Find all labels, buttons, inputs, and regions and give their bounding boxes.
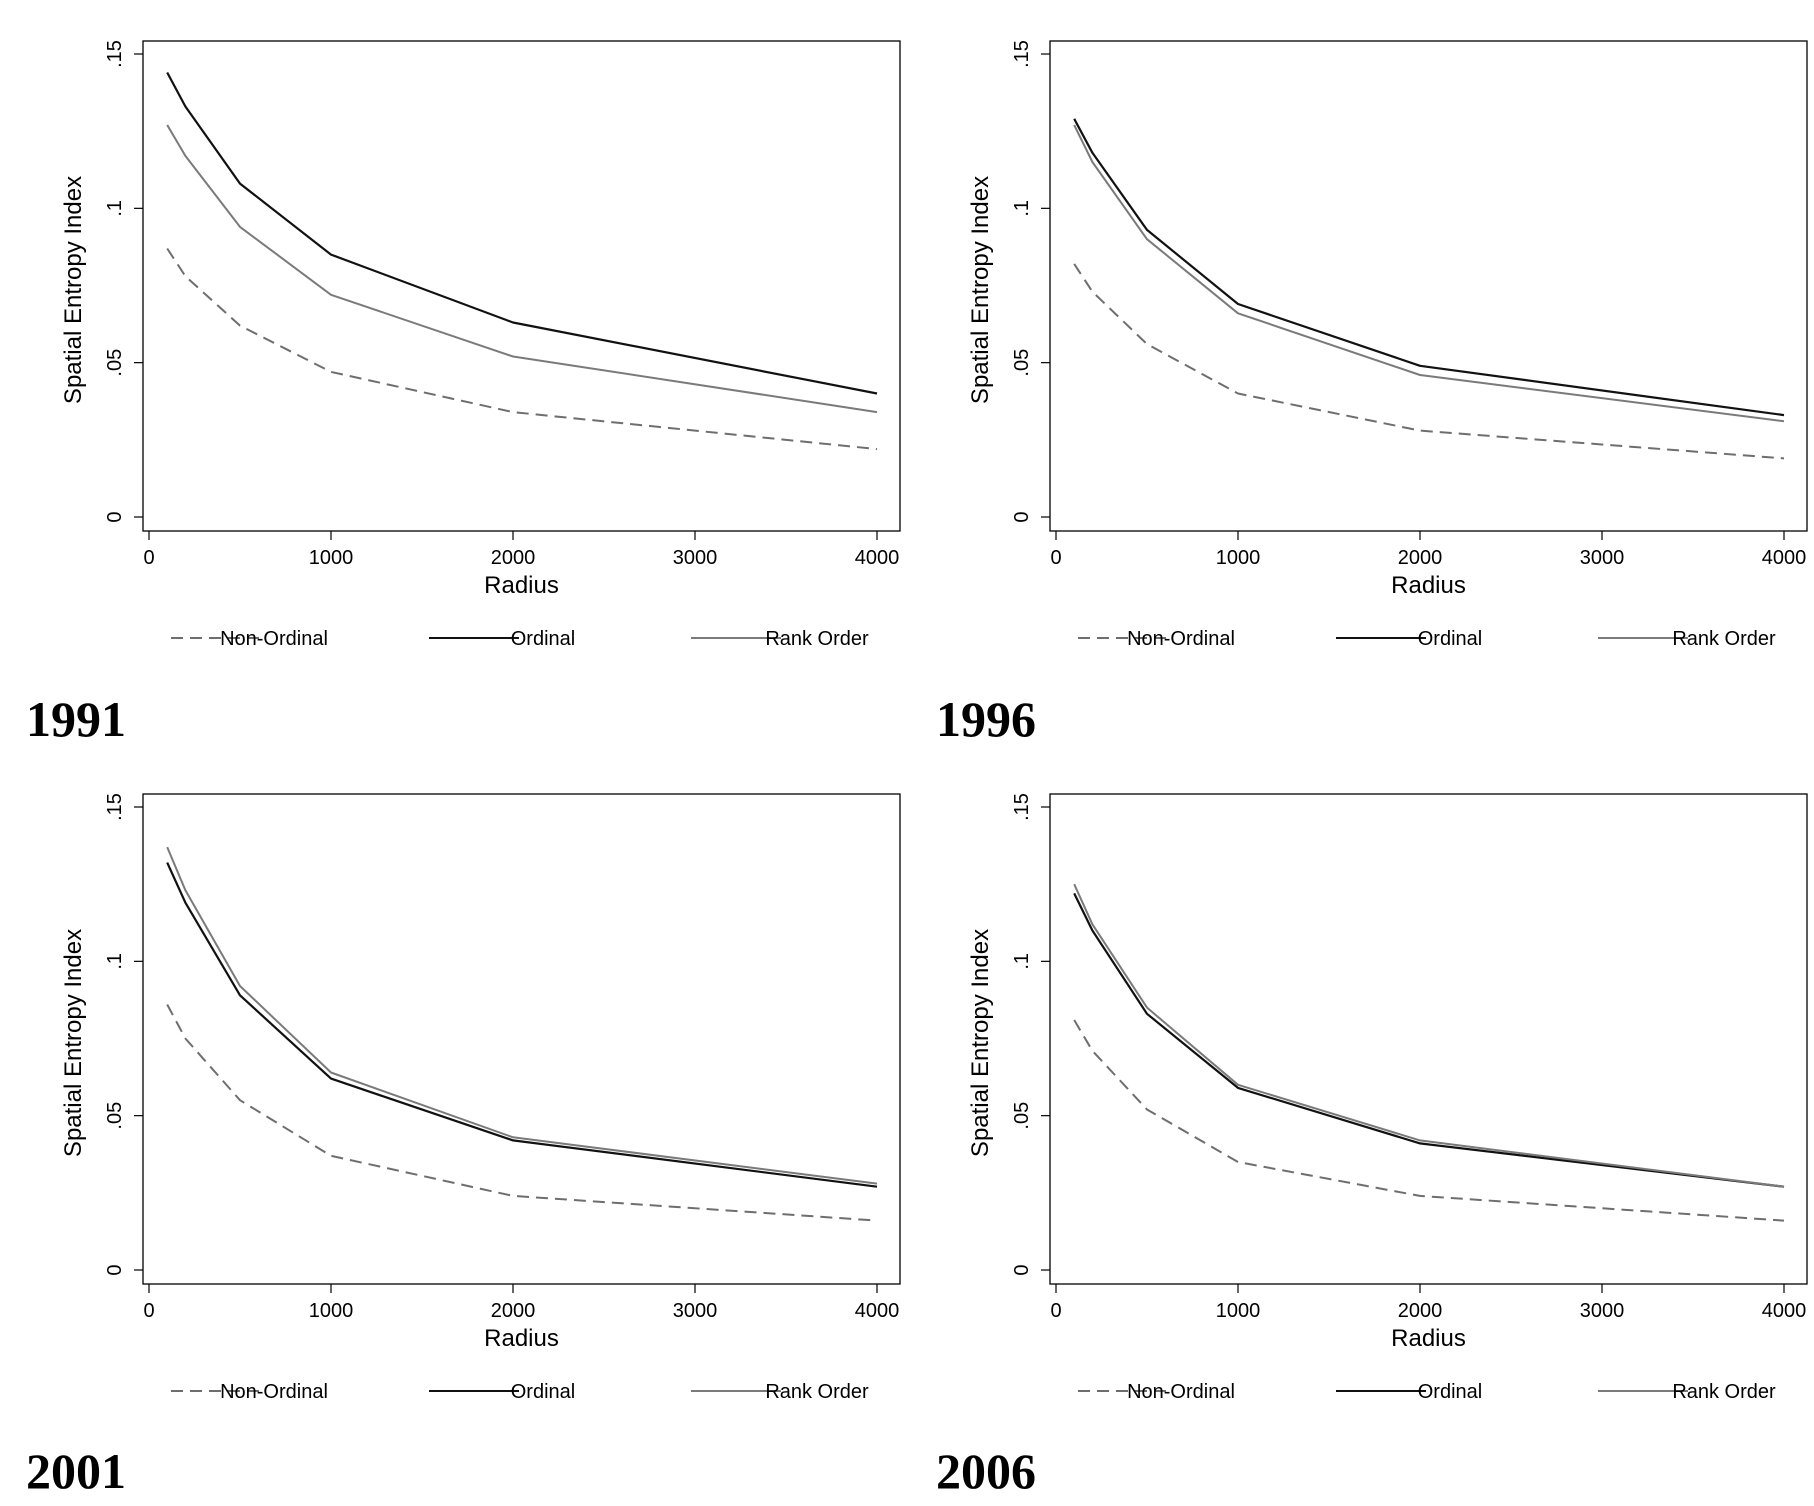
- series-line-rank-order: [166, 846, 878, 1185]
- x-axis-label: Radius: [484, 1325, 559, 1352]
- x-tick-label: 2000: [1398, 1300, 1443, 1322]
- legend-label: Ordinal: [1418, 1381, 1482, 1403]
- x-tick-label: 1000: [1216, 1300, 1261, 1322]
- legend-label: Rank Order: [1672, 1381, 1776, 1403]
- x-axis-label: Radius: [484, 572, 559, 599]
- y-tick-label: .15: [104, 793, 126, 821]
- y-tick-label: .05: [104, 1102, 126, 1130]
- year-label: 1991: [26, 691, 126, 747]
- y-tick-label: .05: [1011, 349, 1033, 377]
- y-tick-label: .1: [1011, 953, 1033, 970]
- x-tick-label: 3000: [673, 547, 718, 569]
- y-axis-label: Spatial Entropy Index: [60, 929, 87, 1157]
- legend-label: Non-Ordinal: [220, 628, 328, 650]
- x-tick-label: 3000: [1580, 547, 1625, 569]
- plot-frame: [1049, 793, 1808, 1285]
- series-line-ordinal: [1073, 118, 1785, 417]
- y-tick-label: .15: [104, 40, 126, 68]
- x-tick-label: 0: [143, 1300, 154, 1322]
- line-chart: 0 1000 2000 3000 4000 Radius 0 .05 .1 .15 Spatial …: [60, 40, 901, 650]
- x-tick-label: 0: [1050, 547, 1061, 569]
- x-tick-label: 2000: [491, 1300, 536, 1322]
- legend-label: Non-Ordinal: [1127, 1381, 1235, 1403]
- x-axis-label: Radius: [1391, 1325, 1466, 1352]
- x-tick-label: 4000: [1762, 547, 1807, 569]
- series-line-ordinal: [166, 71, 878, 395]
- series-line-ordinal: [1073, 892, 1785, 1188]
- year-label: 1996: [936, 691, 1036, 747]
- x-tick-label: 2000: [491, 547, 536, 569]
- y-axis-label: Spatial Entropy Index: [967, 929, 994, 1157]
- chart-panel-2006: 0 1000 2000 3000 4000 Radius 0 .05 .1 .15 Spatial …: [907, 753, 1814, 1506]
- series-line-rank-order: [1073, 883, 1785, 1188]
- legend-label: Rank Order: [765, 628, 869, 650]
- legend-label: Ordinal: [511, 1381, 575, 1403]
- series-line-rank-order: [1073, 124, 1785, 423]
- series-line-non-ordinal: [166, 1004, 878, 1222]
- series-line-rank-order: [166, 124, 878, 414]
- x-tick-label: 4000: [855, 547, 900, 569]
- series-line-non-ordinal: [1073, 1019, 1785, 1222]
- x-tick-label: 0: [143, 547, 154, 569]
- series-line-ordinal: [166, 862, 878, 1188]
- chart-panel-1991: 0 1000 2000 3000 4000 Radius 0 .05 .1 .15 Spatial …: [0, 0, 907, 753]
- series-line-non-ordinal: [166, 247, 878, 451]
- line-chart: 0 1000 2000 3000 4000 Radius 0 .05 .1 .15 Spatial …: [967, 40, 1808, 650]
- x-axis-label: Radius: [1391, 572, 1466, 599]
- y-tick-label: 0: [1011, 511, 1033, 522]
- legend-label: Rank Order: [1672, 628, 1776, 650]
- y-axis-label: Spatial Entropy Index: [967, 176, 994, 404]
- legend-label: Ordinal: [1418, 628, 1482, 650]
- x-tick-label: 1000: [309, 1300, 354, 1322]
- x-tick-label: 4000: [1762, 1300, 1807, 1322]
- y-tick-label: .1: [1011, 200, 1033, 217]
- y-tick-label: 0: [1011, 1264, 1033, 1275]
- y-tick-label: .15: [1011, 793, 1033, 821]
- y-tick-label: .15: [1011, 40, 1033, 68]
- plot-frame: [142, 793, 901, 1285]
- y-tick-label: .05: [104, 349, 126, 377]
- x-tick-label: 4000: [855, 1300, 900, 1322]
- x-tick-label: 3000: [673, 1300, 718, 1322]
- legend-label: Non-Ordinal: [1127, 628, 1235, 650]
- plot-frame: [1049, 40, 1808, 532]
- line-chart: 0 1000 2000 3000 4000 Radius 0 .05 .1 .15 Spatial …: [60, 793, 901, 1403]
- y-tick-label: .05: [1011, 1102, 1033, 1130]
- y-tick-label: .1: [104, 200, 126, 217]
- y-tick-label: 0: [104, 511, 126, 522]
- year-label: 2006: [936, 1443, 1036, 1499]
- legend-label: Rank Order: [765, 1381, 869, 1403]
- chart-panel-2001: 0 1000 2000 3000 4000 Radius 0 .05 .1 .15 Spatial …: [0, 753, 907, 1506]
- y-tick-label: 0: [104, 1264, 126, 1275]
- x-tick-label: 1000: [309, 547, 354, 569]
- plot-frame: [142, 40, 901, 532]
- series-line-non-ordinal: [1073, 263, 1785, 460]
- x-tick-label: 1000: [1216, 547, 1261, 569]
- legend-label: Ordinal: [511, 628, 575, 650]
- line-chart: 0 1000 2000 3000 4000 Radius 0 .05 .1 .15 Spatial …: [967, 793, 1808, 1403]
- x-tick-label: 2000: [1398, 547, 1443, 569]
- y-axis-label: Spatial Entropy Index: [60, 176, 87, 404]
- year-label: 2001: [26, 1443, 126, 1499]
- y-tick-label: .1: [104, 953, 126, 970]
- legend-label: Non-Ordinal: [220, 1381, 328, 1403]
- x-tick-label: 3000: [1580, 1300, 1625, 1322]
- x-tick-label: 0: [1050, 1300, 1061, 1322]
- chart-panel-1996: 0 1000 2000 3000 4000 Radius 0 .05 .1 .15 Spatial …: [907, 0, 1814, 753]
